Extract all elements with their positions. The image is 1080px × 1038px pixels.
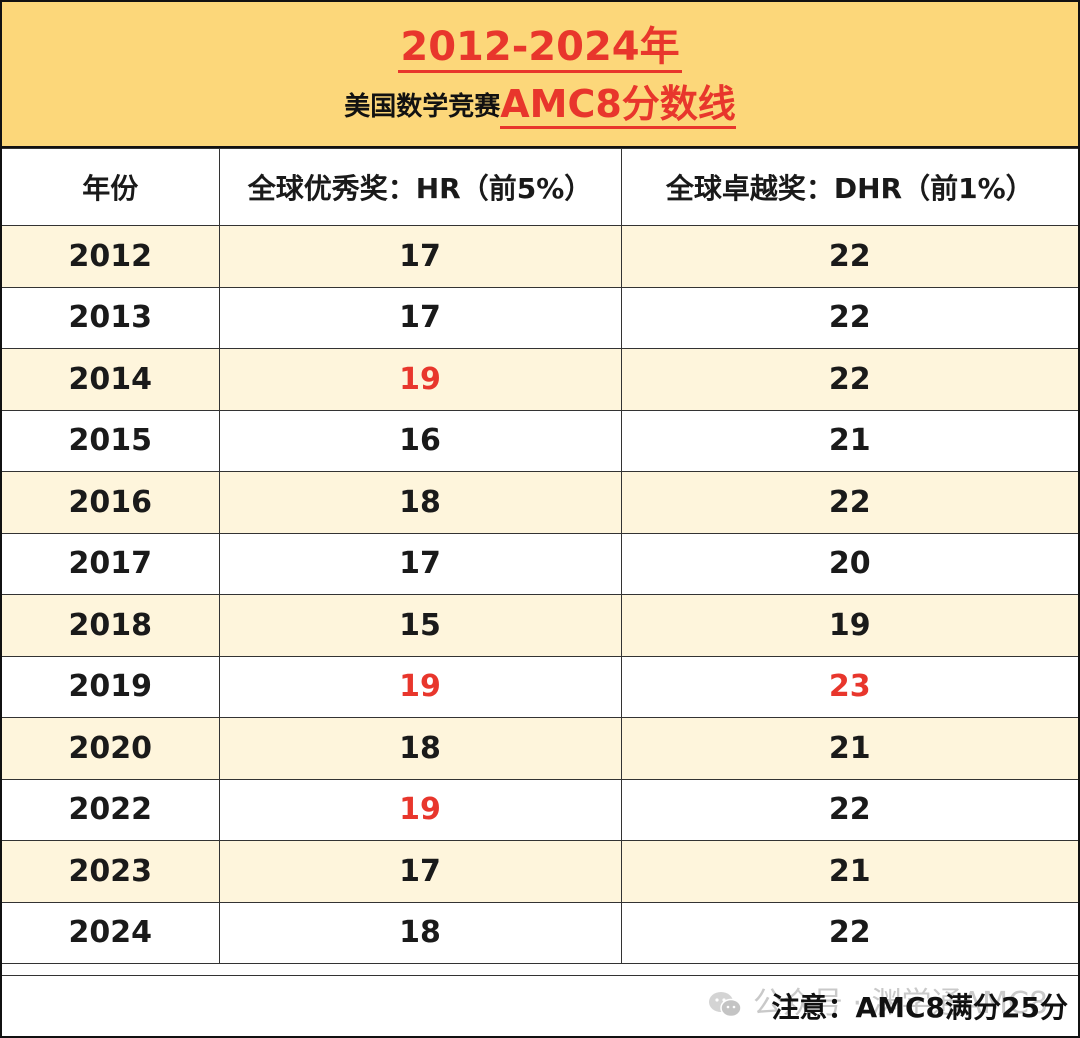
- dhr-cell: 22: [620, 348, 1078, 411]
- hr-cell: 18: [218, 901, 622, 964]
- header-year: 年份: [2, 148, 220, 226]
- year-cell: 2016: [2, 471, 220, 534]
- year-cell: 2018: [2, 594, 220, 657]
- year-cell: 2012: [2, 225, 220, 288]
- table-row: 2016 18 22: [2, 471, 1078, 534]
- wechat-icon: [709, 991, 743, 1017]
- dhr-cell: 21: [620, 409, 1078, 472]
- hr-cell: 18: [218, 471, 622, 534]
- dhr-cell: 22: [620, 225, 1078, 288]
- table-row: 2019 19 23: [2, 655, 1078, 718]
- dhr-cell: 22: [620, 286, 1078, 349]
- table-header-row: 年份 全球优秀奖：HR（前5%） 全球卓越奖：DHR（前1%）: [2, 148, 1078, 226]
- table-row: 2018 15 19: [2, 594, 1078, 657]
- year-cell: 2023: [2, 840, 220, 903]
- dhr-cell: 21: [620, 840, 1078, 903]
- year-cell: 2019: [2, 655, 220, 718]
- year-cell: 2015: [2, 409, 220, 472]
- hr-cell: 18: [218, 717, 622, 780]
- table-row: 2017 17 20: [2, 532, 1078, 595]
- watermark: 公众号 · 渊学通AMC8: [707, 978, 1048, 1022]
- table-row: 2024 18 22: [2, 901, 1078, 964]
- year-cell: 2014: [2, 348, 220, 411]
- table-row: 2022 19 22: [2, 778, 1078, 841]
- hr-cell-highlight: 19: [218, 348, 622, 411]
- dhr-cell: 19: [620, 594, 1078, 657]
- dhr-cell: 22: [620, 778, 1078, 841]
- hr-cell: 17: [218, 840, 622, 903]
- title-band: 2012-2024年 美国数学竞赛AMC8分数线: [2, 2, 1078, 148]
- score-table: 年份 全球优秀奖：HR（前5%） 全球卓越奖：DHR（前1%） 2012 17 …: [2, 148, 1078, 964]
- hr-cell: 17: [218, 225, 622, 288]
- title-line1: 2012-2024年: [2, 24, 1078, 73]
- table-row: 2020 18 21: [2, 717, 1078, 780]
- dhr-cell: 22: [620, 901, 1078, 964]
- hr-cell: 15: [218, 594, 622, 657]
- title-prefix: 美国数学竞赛: [344, 92, 501, 122]
- table-row: 2015 16 21: [2, 409, 1078, 472]
- hr-cell-highlight: 19: [218, 778, 622, 841]
- hr-cell: 16: [218, 409, 622, 472]
- year-cell: 2020: [2, 717, 220, 780]
- dhr-cell-highlight: 23: [620, 655, 1078, 718]
- dhr-cell: 21: [620, 717, 1078, 780]
- dhr-cell: 22: [620, 471, 1078, 534]
- full-score-note: 注意：AMC8满分25分: [771, 991, 1068, 1024]
- header-hr: 全球优秀奖：HR（前5%）: [218, 148, 622, 226]
- title-line2: 美国数学竞赛AMC8分数线: [2, 82, 1078, 129]
- title-highlight: AMC8分数线: [500, 82, 736, 129]
- footer-note-row: 公众号 · 渊学通AMC8 注意：AMC8满分25分: [2, 975, 1078, 1036]
- table-row: 2013 17 22: [2, 286, 1078, 349]
- year-cell: 2017: [2, 532, 220, 595]
- year-cell: 2013: [2, 286, 220, 349]
- hr-cell: 17: [218, 286, 622, 349]
- year-cell: 2022: [2, 778, 220, 841]
- watermark-text: 公众号 · 渊学通AMC8: [752, 986, 1048, 1021]
- hr-cell-highlight: 19: [218, 655, 622, 718]
- hr-cell: 17: [218, 532, 622, 595]
- table-row: 2014 19 22: [2, 348, 1078, 411]
- table-row: 2023 17 21: [2, 840, 1078, 903]
- table-row: 2012 17 22: [2, 225, 1078, 288]
- year-cell: 2024: [2, 901, 220, 964]
- title-years: 2012-2024年: [398, 24, 682, 73]
- header-dhr: 全球卓越奖：DHR（前1%）: [620, 148, 1078, 226]
- dhr-cell: 20: [620, 532, 1078, 595]
